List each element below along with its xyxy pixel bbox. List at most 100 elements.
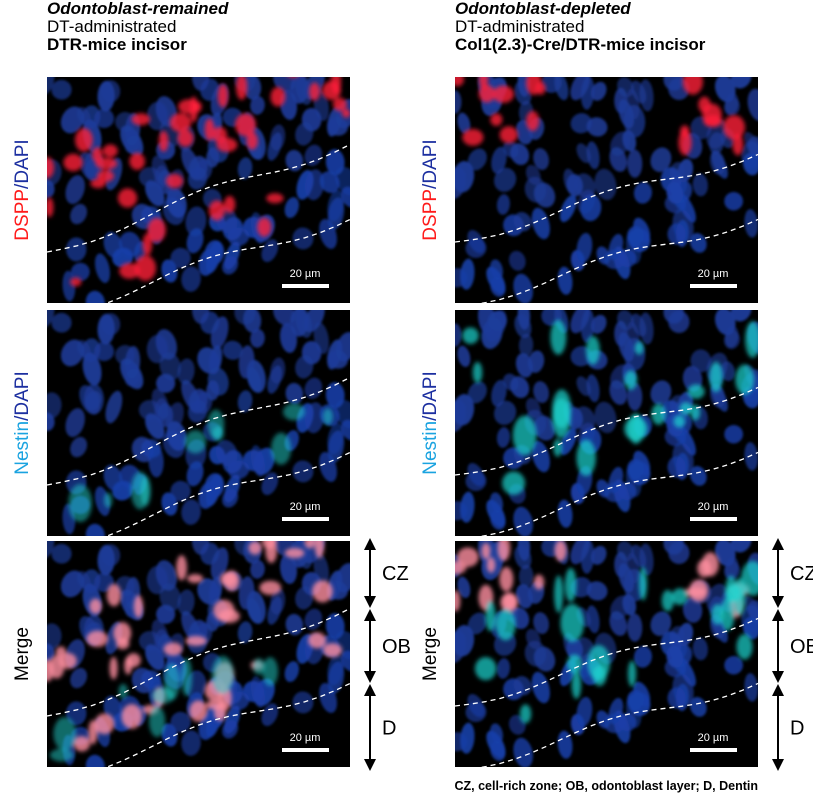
dspp-signal [126, 653, 141, 668]
nestin-signal [690, 404, 701, 421]
dspp-signal [503, 592, 517, 610]
nucleus [627, 613, 643, 642]
nucleus [327, 661, 345, 694]
nucleus [608, 233, 624, 261]
nucleus [496, 427, 510, 448]
dspp-signal [322, 643, 343, 658]
nucleus [101, 313, 121, 336]
nucleus [457, 345, 471, 367]
nucleus [313, 322, 329, 354]
nucleus [267, 365, 282, 394]
dspp-signal [533, 574, 545, 590]
dspp-signal [490, 113, 503, 127]
nucleus [614, 551, 628, 578]
nucleus [222, 450, 243, 474]
nucleus [237, 157, 253, 180]
nucleus [514, 545, 532, 570]
nestin-signal [576, 439, 596, 477]
nucleus [460, 722, 475, 754]
nucleus [170, 711, 191, 733]
dspp-signal [265, 541, 278, 564]
nucleus [730, 310, 752, 322]
nestin-signal [282, 403, 306, 421]
nestin-signal [149, 706, 166, 738]
nucleus [594, 401, 617, 434]
dspp-signal [304, 541, 315, 549]
nucleus [204, 473, 225, 499]
dspp-signal [94, 713, 115, 735]
dspp-signal [70, 277, 82, 287]
zone-label: CZ [382, 563, 409, 585]
nucleus [650, 380, 672, 405]
nucleus [185, 206, 207, 237]
dspp-signal [723, 114, 746, 140]
dspp-signal [158, 130, 169, 152]
nestin-signal [571, 670, 582, 699]
dspp-signal [266, 193, 284, 204]
nucleus [60, 106, 85, 134]
nucleus [237, 621, 253, 644]
nucleus [689, 233, 707, 253]
nucleus [580, 77, 595, 110]
nestin-signal [745, 321, 758, 358]
nucleus [663, 541, 684, 555]
dspp-signal [682, 77, 703, 95]
nestin-signal [553, 438, 562, 457]
nucleus [242, 680, 264, 703]
nucleus [720, 361, 735, 382]
nucleus [304, 144, 323, 166]
nucleus [633, 182, 652, 204]
nucleus [576, 232, 593, 263]
nucleus [660, 167, 682, 193]
nucleus [639, 79, 654, 112]
nestin-signal [661, 589, 674, 612]
nucleus [94, 253, 111, 283]
nestin-signal [68, 484, 92, 523]
nucleus [261, 703, 279, 727]
nucleus [467, 694, 485, 718]
nestin-signal [634, 341, 644, 355]
nucleus [335, 166, 350, 196]
nucleus [70, 667, 88, 689]
nucleus [467, 148, 487, 171]
nucleus [85, 290, 105, 303]
dspp-signal [322, 81, 341, 100]
nucleus [246, 590, 266, 624]
nucleus [675, 452, 689, 481]
nucleus [200, 78, 220, 101]
nestin-signal [564, 567, 577, 603]
dspp-signal [341, 109, 350, 118]
nucleus [724, 192, 744, 211]
micrograph-panel: 20 µm [47, 310, 350, 536]
nucleus [528, 350, 545, 373]
nucleus [295, 122, 314, 146]
nucleus [627, 149, 643, 178]
nucleus [690, 349, 712, 373]
nestin-signal [651, 403, 666, 425]
dspp-signal [129, 152, 145, 170]
dspp-signal [163, 642, 183, 656]
dspp-signal [117, 188, 138, 208]
dspp-signal [208, 200, 225, 221]
nucleus [563, 168, 578, 194]
nucleus [496, 658, 510, 679]
nucleus [159, 352, 181, 381]
row-label: Merge [12, 627, 33, 681]
nucleus [47, 541, 55, 560]
nucleus [513, 273, 534, 303]
nucleus [457, 112, 471, 134]
column-subtitle: DT-administrated [47, 17, 176, 36]
nucleus [156, 373, 176, 393]
nucleus [224, 705, 241, 734]
nuclei [455, 77, 758, 303]
nucleus [623, 104, 646, 138]
dspp-signal [134, 255, 157, 281]
nestin-signal [212, 426, 224, 442]
nucleus [119, 231, 142, 257]
nestin-signal [624, 370, 638, 390]
nucleus [273, 77, 295, 93]
dspp-signal [486, 557, 496, 573]
nucleus [628, 228, 651, 252]
nucleus [533, 381, 549, 404]
row-label-part: Nestin [420, 421, 441, 475]
